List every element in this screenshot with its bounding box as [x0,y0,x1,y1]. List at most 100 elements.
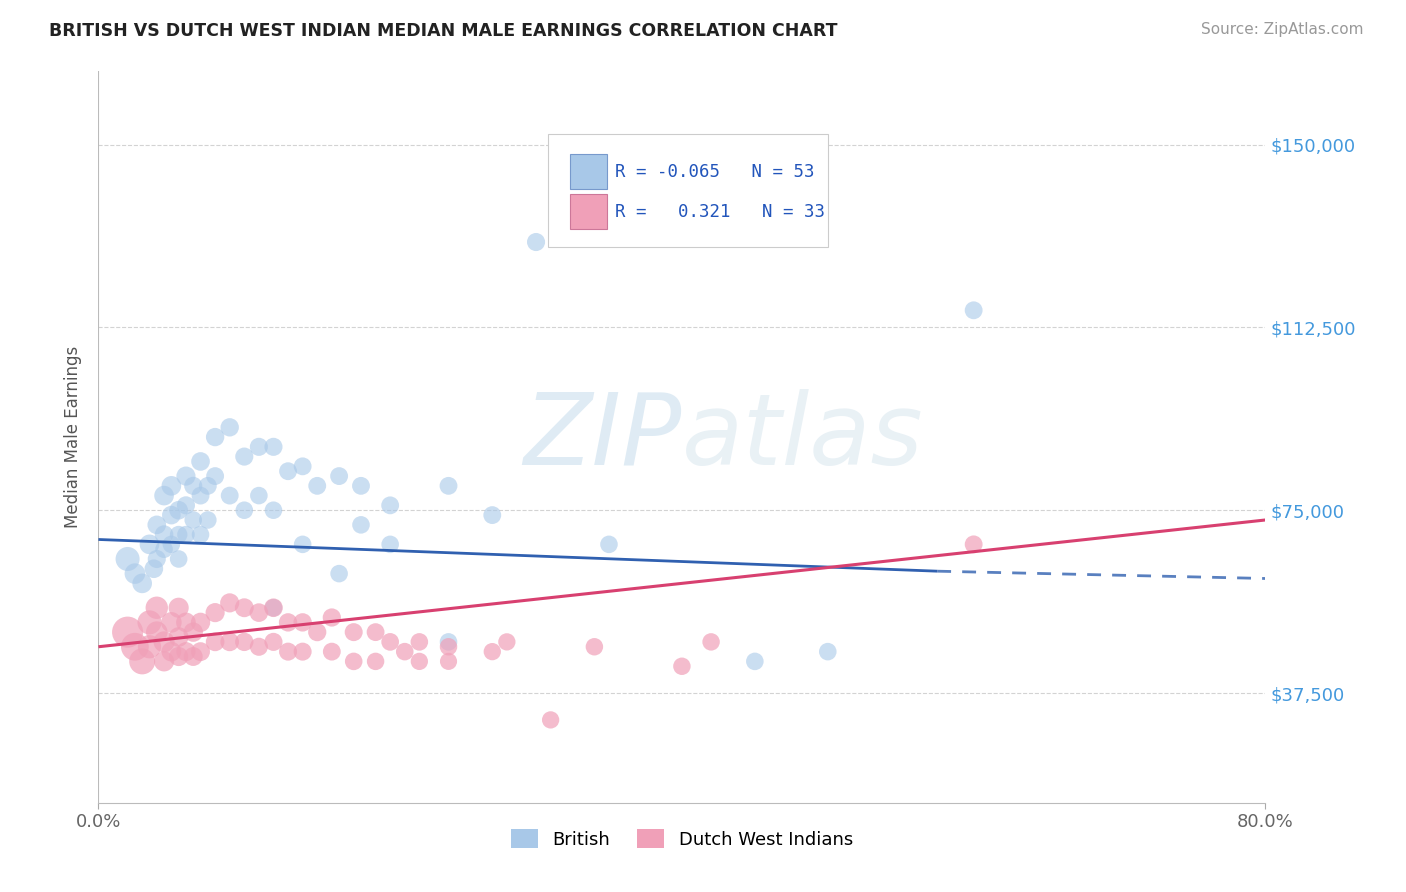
Point [277,464,299,478]
Point [124,566,146,581]
Point [138,537,160,551]
Y-axis label: Median Male Earnings: Median Male Earnings [65,346,83,528]
Point [117,552,139,566]
Point [131,654,153,668]
Point [350,479,373,493]
Point [671,659,693,673]
Point [233,450,256,464]
Point [153,527,176,541]
Point [744,654,766,668]
FancyBboxPatch shape [569,194,607,229]
Point [160,615,183,630]
Point [204,430,226,444]
Point [153,654,176,668]
Point [160,537,183,551]
Point [700,635,723,649]
Point [167,600,190,615]
Point [190,615,212,630]
Point [160,479,183,493]
Text: BRITISH VS DUTCH WEST INDIAN MEDIAN MALE EARNINGS CORRELATION CHART: BRITISH VS DUTCH WEST INDIAN MEDIAN MALE… [49,22,838,40]
Point [160,645,183,659]
Point [138,615,160,630]
Point [167,527,190,541]
Point [343,654,366,668]
Text: R =   0.321   N = 33: R = 0.321 N = 33 [616,202,825,221]
Point [262,440,284,454]
Point [307,625,329,640]
Point [146,600,169,615]
Point [181,649,204,664]
Point [481,508,503,522]
FancyBboxPatch shape [548,134,828,247]
Point [146,552,169,566]
Point [277,645,299,659]
Point [437,635,460,649]
Point [307,479,329,493]
Point [204,606,226,620]
Point [583,640,606,654]
Point [277,615,299,630]
Point [380,499,402,513]
Point [181,513,204,527]
Point [437,479,460,493]
Point [190,454,212,468]
Point [181,625,204,640]
Point [962,303,984,318]
Point [291,615,314,630]
Text: atlas: atlas [682,389,924,485]
Point [291,537,314,551]
Point [218,489,240,503]
Point [540,713,562,727]
Point [328,469,350,483]
Point [291,459,314,474]
Point [496,635,519,649]
Point [174,615,197,630]
Point [218,420,240,434]
Point [190,489,212,503]
Point [262,600,284,615]
Point [197,513,219,527]
Point [233,503,256,517]
Point [190,645,212,659]
Point [380,635,402,649]
Point [167,630,190,644]
Point [153,635,176,649]
Point [233,635,256,649]
Legend: British, Dutch West Indians: British, Dutch West Indians [503,822,860,856]
Point [204,469,226,483]
Point [167,649,190,664]
Point [174,527,197,541]
FancyBboxPatch shape [569,154,607,189]
Point [174,645,197,659]
Point [524,235,547,249]
Point [146,517,169,532]
Point [167,552,190,566]
Point [262,600,284,615]
Point [328,566,350,581]
Point [408,654,430,668]
Point [262,635,284,649]
Point [117,625,139,640]
Point [167,503,190,517]
Point [247,440,270,454]
Point [190,527,212,541]
Point [247,489,270,503]
Point [181,479,204,493]
Point [962,537,984,551]
Point [321,645,343,659]
Point [350,517,373,532]
Point [598,537,620,551]
Point [437,640,460,654]
Point [174,499,197,513]
Point [160,508,183,522]
Point [262,503,284,517]
Point [343,625,366,640]
Point [142,562,165,576]
Point [138,640,160,654]
Point [247,606,270,620]
Point [146,625,169,640]
Text: ZIP: ZIP [523,389,682,485]
Point [291,645,314,659]
Point [817,645,839,659]
Point [481,645,503,659]
